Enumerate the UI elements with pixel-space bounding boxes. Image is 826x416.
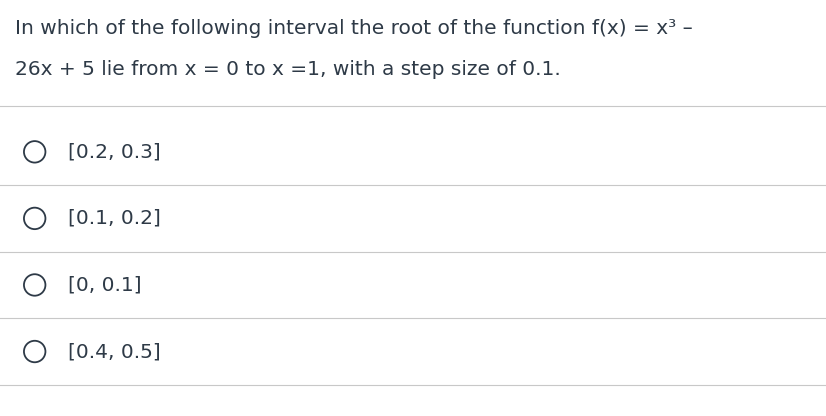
Text: [0, 0.1]: [0, 0.1] — [68, 275, 141, 295]
Text: [0.4, 0.5]: [0.4, 0.5] — [68, 342, 160, 361]
Text: In which of the following interval the root of the function f(x) = x³ –: In which of the following interval the r… — [15, 19, 693, 38]
Text: [0.1, 0.2]: [0.1, 0.2] — [68, 209, 160, 228]
Text: [0.2, 0.3]: [0.2, 0.3] — [68, 142, 160, 161]
Text: 26x + 5 lie from x = 0 to x =1, with a step size of 0.1.: 26x + 5 lie from x = 0 to x =1, with a s… — [15, 60, 561, 79]
